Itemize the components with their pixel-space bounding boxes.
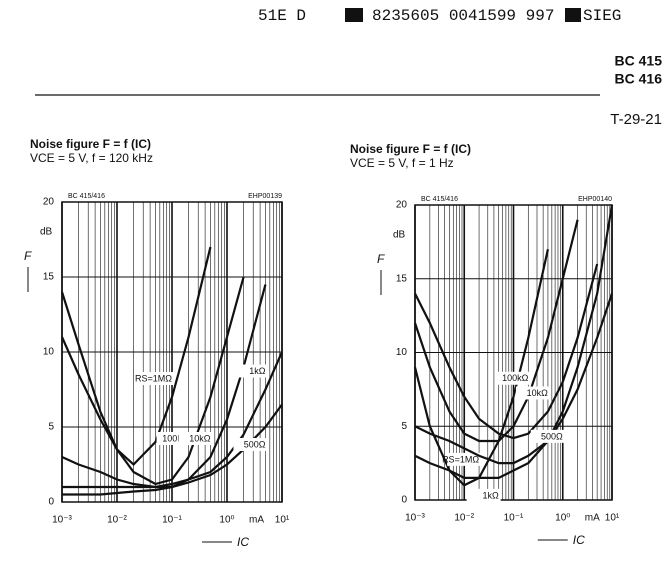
curve-label: 500Ω: [541, 431, 563, 441]
label-bg: [233, 364, 268, 378]
y-tick-label: 0: [48, 497, 54, 508]
y-tick-label: 20: [43, 197, 55, 208]
label-bg: [496, 371, 531, 385]
curve-label: 10kΩ: [527, 388, 549, 398]
x-tick-label: 10⁻¹: [162, 515, 182, 526]
header-code: 8235605 0041599 997: [372, 7, 554, 25]
x-axis-label: IC: [237, 535, 249, 549]
noise-curve: [61, 284, 267, 489]
part-number: BC 416: [615, 71, 663, 87]
noise-curve: [414, 204, 614, 479]
noise-curve: [413, 219, 579, 443]
chart-tag: BC 415/416: [421, 196, 458, 203]
curve-label: 100kΩ: [502, 373, 529, 383]
x-unit: mA: [585, 513, 600, 524]
chart-tag: BC 415/416: [68, 193, 105, 200]
chart-tag: EHP00140: [578, 196, 612, 203]
curve-label: 500Ω: [244, 439, 266, 449]
header-code: SIEG: [583, 7, 621, 25]
curve-label: 1kΩ: [482, 490, 499, 500]
curve-label: 10kΩ: [189, 433, 211, 443]
y-tick-label: 20: [396, 200, 408, 211]
x-tick-label: 10⁻³: [405, 513, 425, 524]
label-bg: [515, 386, 550, 400]
x-tick-label: 10¹: [275, 515, 290, 526]
curve-label: RS=1MΩ: [135, 373, 172, 383]
chart-tag: EHP00139: [248, 193, 282, 200]
x-unit: mA: [249, 515, 264, 526]
y-axis-label: F: [377, 252, 385, 266]
x-tick-label: 10⁰: [555, 513, 570, 524]
x-tick-label: 10⁻¹: [504, 513, 524, 524]
curve-label: RS=1MΩ: [442, 454, 479, 464]
chart-title: Noise figure F = f (IC): [350, 142, 471, 156]
y-unit: dB: [393, 230, 406, 241]
y-unit: dB: [40, 227, 53, 238]
x-tick-label: 10¹: [605, 513, 620, 524]
y-tick-label: 10: [43, 347, 55, 358]
label-bg: [530, 429, 565, 443]
block-mark: [565, 8, 581, 22]
noise-curve: [414, 263, 599, 440]
plot-frame: [414, 204, 613, 501]
noise-curve: [414, 293, 614, 465]
x-tick-label: 10⁻²: [107, 515, 127, 526]
y-tick-label: 5: [48, 422, 54, 433]
label-bg: [466, 488, 501, 502]
part-number: BC 415: [615, 53, 663, 69]
chart-subtitle: VCE = 5 V, f = 120 kHz: [30, 151, 153, 165]
curve-label: 100kΩ: [162, 433, 189, 443]
label-bg: [447, 452, 482, 466]
x-tick-label: 10⁻³: [52, 515, 72, 526]
x-tick-label: 10⁻²: [454, 513, 474, 524]
label-bg: [233, 438, 268, 451]
reference: T-29-21: [610, 111, 662, 128]
y-tick-label: 10: [396, 347, 408, 358]
x-tick-label: 10⁰: [219, 515, 234, 526]
chart-title: Noise figure F = f (IC): [30, 137, 151, 151]
y-axis-label: F: [24, 249, 32, 263]
noise-curve: [62, 351, 284, 489]
chart-subtitle: VCE = 5 V, f = 1 Hz: [350, 156, 454, 170]
label-bg: [140, 372, 174, 385]
y-tick-label: 5: [401, 421, 407, 432]
noise-curve: [60, 246, 212, 467]
curve-label: 1kΩ: [249, 366, 266, 376]
noise-curve: [60, 276, 245, 486]
y-tick-label: 15: [396, 273, 408, 284]
x-axis-label: IC: [573, 533, 585, 547]
header-code: 51E D: [258, 7, 306, 25]
block-mark: [345, 8, 363, 22]
y-tick-label: 15: [43, 272, 55, 283]
label-bg: [178, 432, 213, 445]
y-tick-label: 0: [401, 495, 407, 506]
